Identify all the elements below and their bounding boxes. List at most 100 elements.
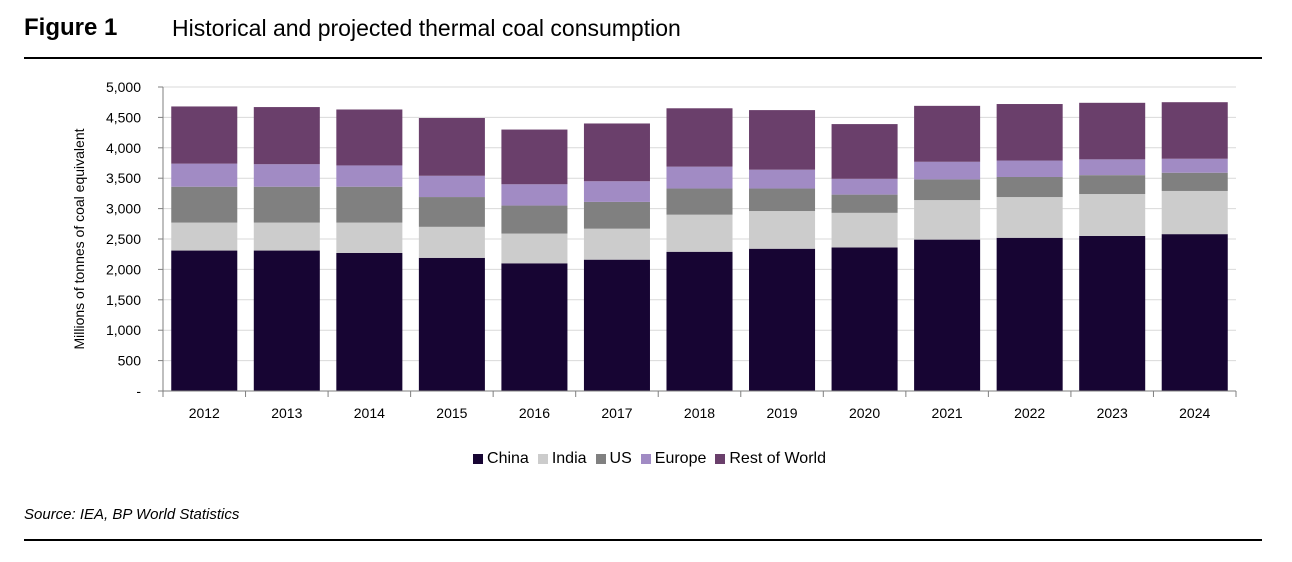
y-tick-label: 3,000 — [106, 201, 141, 217]
bar-segment-china — [831, 247, 898, 391]
bar-segment-india — [996, 197, 1063, 238]
bar-segment-china — [501, 263, 568, 391]
legend-swatch — [537, 454, 548, 464]
bar-segment-rest-of-world — [749, 110, 816, 170]
legend-swatch — [715, 454, 726, 464]
y-tick-label: 1,500 — [106, 292, 141, 308]
bar-segment-rest-of-world — [583, 123, 650, 182]
y-tick-label: 2,500 — [106, 231, 141, 247]
bar-segment-us — [831, 194, 898, 213]
legend-item-china: China — [473, 450, 529, 468]
legend-label: India — [551, 450, 587, 467]
x-tick-label: 2014 — [354, 405, 385, 421]
y-tick-label: 3,500 — [106, 170, 141, 186]
x-tick-label: 2012 — [189, 405, 220, 421]
legend-item-rest-of-world: Rest of World — [715, 450, 826, 468]
bar-segment-europe — [1161, 158, 1228, 173]
bar-segment-china — [418, 257, 485, 391]
legend-swatch — [640, 454, 651, 464]
bar-segment-us — [583, 201, 650, 229]
bar-segment-europe — [914, 161, 981, 180]
bar-segment-us — [914, 179, 981, 201]
bar-segment-rest-of-world — [914, 105, 981, 162]
bar-segment-india — [418, 226, 485, 258]
bar-segment-india — [501, 233, 568, 264]
legend-item-us: US — [595, 450, 632, 468]
bar-segment-us — [171, 186, 238, 223]
y-axis-title: Millions of tonnes of coal equivalent — [71, 128, 87, 349]
bar-segment-rest-of-world — [171, 106, 238, 164]
x-tick-label: 2024 — [1179, 405, 1210, 421]
bottom-rule — [24, 539, 1262, 541]
bar-segment-us — [749, 188, 816, 212]
bar-segment-europe — [749, 169, 816, 189]
legend-swatch — [595, 454, 606, 464]
bar-segment-china — [171, 250, 238, 391]
bar-segment-india — [583, 228, 650, 260]
bar-segment-us — [996, 176, 1063, 198]
legend-swatch — [473, 454, 484, 464]
y-tick-label: 4,500 — [106, 109, 141, 125]
legend-item-europe: Europe — [640, 450, 707, 468]
bar-stack-group — [171, 102, 1228, 391]
bar-segment-india — [1161, 190, 1228, 235]
bar-segment-us — [666, 188, 733, 215]
bar-segment-india — [1079, 194, 1146, 236]
legend: China India US Europe Rest of World — [0, 450, 1292, 468]
bar-segment-china — [666, 251, 733, 391]
y-tick-label: 1,000 — [106, 322, 141, 338]
bar-segment-china — [253, 250, 320, 391]
x-tick-label: 2018 — [684, 405, 715, 421]
bar-segment-us — [1079, 175, 1146, 195]
x-tick-label: 2021 — [932, 405, 963, 421]
legend-item-india: India — [537, 450, 587, 468]
legend-label: Europe — [654, 450, 707, 467]
bar-segment-us — [336, 186, 403, 223]
bar-segment-europe — [583, 181, 650, 202]
bar-segment-rest-of-world — [501, 129, 568, 185]
axes: - 500 1,000 1,500 2,000 2,500 3,000 3,500 4,000 4… — [106, 79, 1237, 421]
top-rule — [24, 57, 1262, 59]
bar-segment-europe — [418, 175, 485, 198]
x-tick-label: 2013 — [271, 405, 302, 421]
bar-segment-rest-of-world — [253, 107, 320, 165]
bar-segment-europe — [336, 165, 403, 187]
bar-segment-europe — [253, 164, 320, 187]
y-tick-label: 4,000 — [106, 140, 141, 156]
bar-segment-europe — [831, 178, 898, 195]
y-tick-label: 5,000 — [106, 79, 141, 95]
x-tick-label: 2017 — [601, 405, 632, 421]
bar-segment-china — [336, 252, 403, 391]
legend-label: China — [487, 450, 529, 467]
legend-label: Rest of World — [729, 450, 826, 467]
bar-segment-india — [171, 222, 238, 251]
stacked-bar-chart: - 500 1,000 1,500 2,000 2,500 3,000 3,500 4,000 4… — [71, 79, 1237, 421]
bar-segment-us — [418, 197, 485, 227]
bar-segment-india — [831, 212, 898, 248]
x-tick-label: 2015 — [436, 405, 467, 421]
x-tick-label: 2022 — [1014, 405, 1045, 421]
figure-title: Historical and projected thermal coal co… — [172, 14, 681, 41]
bar-segment-india — [914, 200, 981, 240]
bar-segment-china — [914, 239, 981, 391]
legend-label: US — [609, 450, 632, 467]
bar-segment-rest-of-world — [1079, 102, 1146, 160]
bar-segment-europe — [1079, 159, 1146, 176]
y-tick-label: 500 — [118, 353, 142, 369]
bar-segment-europe — [996, 160, 1063, 177]
bar-segment-europe — [171, 163, 238, 187]
bar-segment-rest-of-world — [418, 118, 485, 176]
source-note: Source: IEA, BP World Statistics — [24, 506, 240, 523]
x-tick-label: 2019 — [766, 405, 797, 421]
bar-segment-rest-of-world — [996, 104, 1063, 161]
bar-segment-india — [253, 222, 320, 251]
bar-segment-us — [253, 186, 320, 223]
bar-segment-india — [336, 222, 403, 253]
bar-segment-rest-of-world — [336, 109, 403, 166]
x-tick-label: 2023 — [1097, 405, 1128, 421]
bar-segment-rest-of-world — [831, 124, 898, 179]
y-tick-label: - — [136, 383, 141, 399]
bar-segment-china — [996, 237, 1063, 391]
x-tick-label: 2016 — [519, 405, 550, 421]
bar-segment-india — [749, 211, 816, 249]
